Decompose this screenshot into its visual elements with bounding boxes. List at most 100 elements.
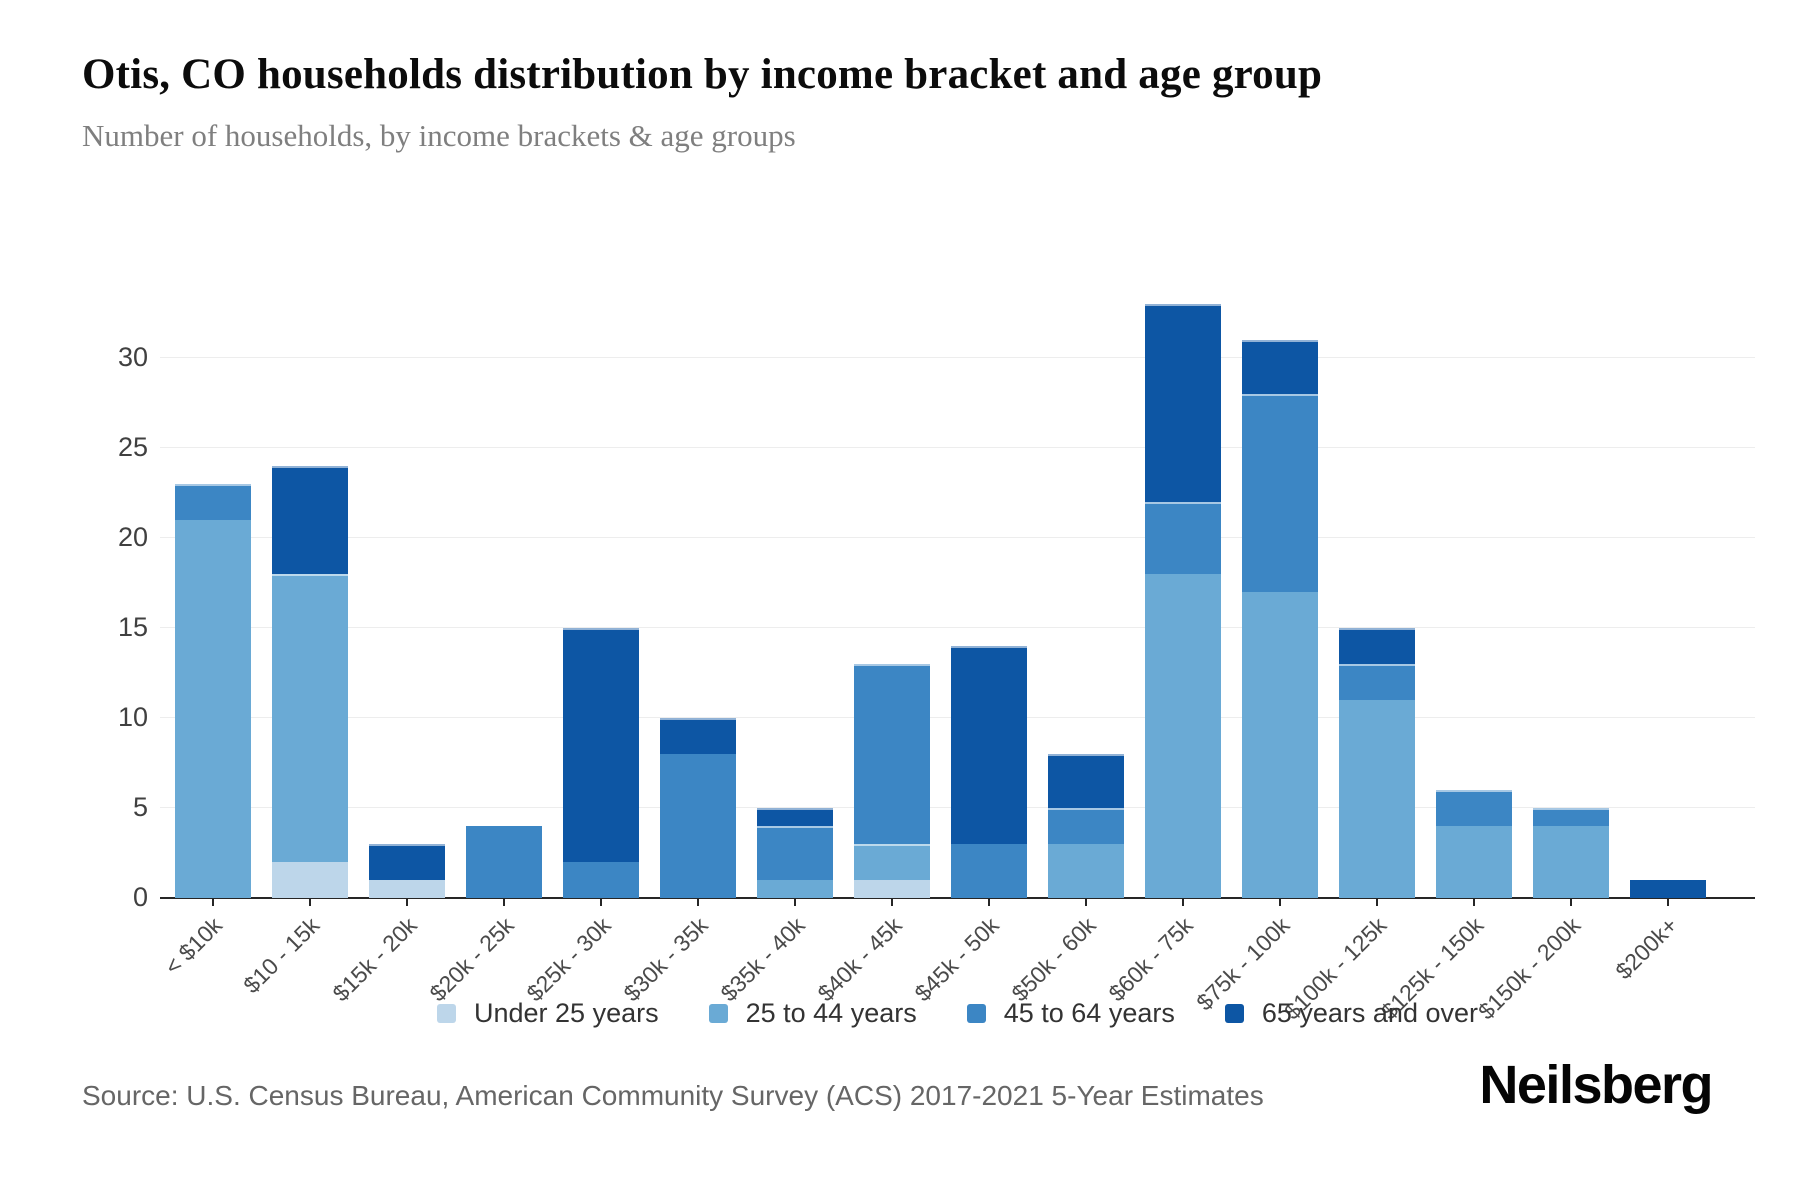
bar-segment[interactable] xyxy=(1533,826,1609,898)
bar-segment[interactable] xyxy=(175,520,251,898)
axis-tick xyxy=(406,899,408,906)
bar-$200k+ xyxy=(1630,880,1706,898)
bar-segment[interactable] xyxy=(951,844,1027,898)
x-axis-baseline xyxy=(160,897,1755,899)
bar-segment[interactable] xyxy=(563,628,639,862)
x-axis-label: $30k - 35k xyxy=(618,912,713,1007)
bar-segment[interactable] xyxy=(369,880,445,898)
gridline xyxy=(160,447,1755,448)
y-axis-label: 15 xyxy=(117,612,148,642)
legend-swatch xyxy=(966,1004,986,1023)
bar-$25k - 30k xyxy=(563,628,639,898)
bar-segment[interactable] xyxy=(660,754,736,898)
y-axis-label: 25 xyxy=(117,432,148,462)
legend-item[interactable]: 45 to 64 years xyxy=(966,998,1175,1029)
x-axis-label: $200k+ xyxy=(1610,912,1683,985)
bar-$15k - 20k xyxy=(369,844,445,898)
bar-$125k - 150k xyxy=(1436,790,1512,898)
legend-item[interactable]: 65 years and over xyxy=(1224,998,1478,1029)
bar-segment[interactable] xyxy=(1630,880,1706,898)
bar-$50k - 60k xyxy=(1048,754,1124,898)
legend-label: 45 to 64 years xyxy=(1003,998,1175,1028)
bar-segment[interactable] xyxy=(563,862,639,898)
bar-segment[interactable] xyxy=(854,664,930,844)
bar-$150k - 200k xyxy=(1533,808,1609,898)
legend-swatch xyxy=(1224,1004,1244,1023)
bar-segment[interactable] xyxy=(369,844,445,880)
legend-swatch xyxy=(437,1004,456,1023)
bar-segment[interactable] xyxy=(1145,304,1221,502)
x-axis-label: $45k - 50k xyxy=(909,912,1004,1007)
bar-segment[interactable] xyxy=(272,862,348,898)
bar-segment[interactable] xyxy=(1242,592,1318,898)
bar-segment[interactable] xyxy=(1436,790,1512,826)
x-axis-label: $10 - 15k xyxy=(238,912,325,999)
x-axis-label: $15k - 20k xyxy=(327,912,422,1007)
bar-$10 - 15k xyxy=(272,466,348,898)
legend: Under 25 years 25 to 44 years 45 to 64 yea… xyxy=(160,998,1755,1029)
y-axis-label: 30 xyxy=(117,342,148,372)
bar-segment[interactable] xyxy=(951,646,1027,844)
bar-$75k - 100k xyxy=(1242,340,1318,898)
bar-$30k - 35k xyxy=(660,718,736,898)
bar-segment[interactable] xyxy=(854,880,930,898)
bar-segment[interactable] xyxy=(1145,502,1221,574)
source-note: Source: U.S. Census Bureau, American Com… xyxy=(82,1080,1264,1111)
bar-$35k - 40k xyxy=(757,808,833,898)
bar-segment[interactable] xyxy=(1436,826,1512,898)
legend-label: 65 years and over xyxy=(1261,998,1478,1028)
axis-tick xyxy=(1182,899,1184,906)
bar-segment[interactable] xyxy=(466,826,542,898)
axis-tick xyxy=(1667,899,1669,906)
legend-item[interactable]: 25 to 44 years xyxy=(708,998,917,1029)
y-axis-label: 0 xyxy=(132,882,148,912)
bar-segment[interactable] xyxy=(272,466,348,574)
axis-tick xyxy=(212,899,214,906)
bar-segment[interactable] xyxy=(1048,754,1124,808)
axis-tick xyxy=(503,899,505,906)
bar-segment[interactable] xyxy=(1339,700,1415,898)
bar-segment[interactable] xyxy=(757,808,833,826)
axis-tick xyxy=(794,899,796,906)
legend-item[interactable]: Under 25 years xyxy=(437,998,659,1029)
chart-area: 0 5 10 15 20 25 30 < $10k $10 - 15k $15k - 20k $20… xyxy=(118,290,1755,1024)
bar-segment[interactable] xyxy=(854,844,930,880)
bar-segment[interactable] xyxy=(175,484,251,520)
axis-tick xyxy=(988,899,990,906)
brand-logo: Neilsberg xyxy=(1479,1055,1713,1115)
y-axis-label: 5 xyxy=(132,792,148,822)
legend-label: 25 to 44 years xyxy=(745,998,917,1028)
y-axis-label: 20 xyxy=(117,522,148,552)
legend-label: Under 25 years xyxy=(474,998,659,1028)
bar-segment[interactable] xyxy=(660,718,736,754)
page-subtitle: Number of households, by income brackets… xyxy=(82,118,796,153)
bar-segment[interactable] xyxy=(757,880,833,898)
gridline xyxy=(160,627,1755,628)
axis-tick xyxy=(1279,899,1281,906)
bar-$100k - 125k xyxy=(1339,628,1415,898)
bar-$20k - 25k xyxy=(466,826,542,898)
bar-segment[interactable] xyxy=(1048,844,1124,898)
bar-segment[interactable] xyxy=(272,574,348,862)
bar-segment[interactable] xyxy=(1242,394,1318,592)
axis-tick xyxy=(1376,899,1378,906)
x-axis-label: $25k - 30k xyxy=(521,912,616,1007)
x-axis-label: $60k - 75k xyxy=(1103,912,1198,1007)
bar-$45k - 50k xyxy=(951,646,1027,898)
axis-tick xyxy=(1085,899,1087,906)
bar-segment[interactable] xyxy=(1145,574,1221,898)
x-axis-label: $20k - 25k xyxy=(424,912,519,1007)
bar-segment[interactable] xyxy=(1339,664,1415,700)
bar-segment[interactable] xyxy=(1242,340,1318,394)
legend-swatch xyxy=(708,1004,728,1023)
bar-$40k - 45k xyxy=(854,664,930,898)
axis-tick xyxy=(1473,899,1475,906)
page-title: Otis, CO households distribution by inco… xyxy=(82,51,1323,98)
bar-segment[interactable] xyxy=(757,826,833,880)
axis-tick xyxy=(891,899,893,906)
bar-< $10k xyxy=(175,484,251,898)
bar-segment[interactable] xyxy=(1533,808,1609,826)
bar-segment[interactable] xyxy=(1339,628,1415,664)
bar-segment[interactable] xyxy=(1048,808,1124,844)
